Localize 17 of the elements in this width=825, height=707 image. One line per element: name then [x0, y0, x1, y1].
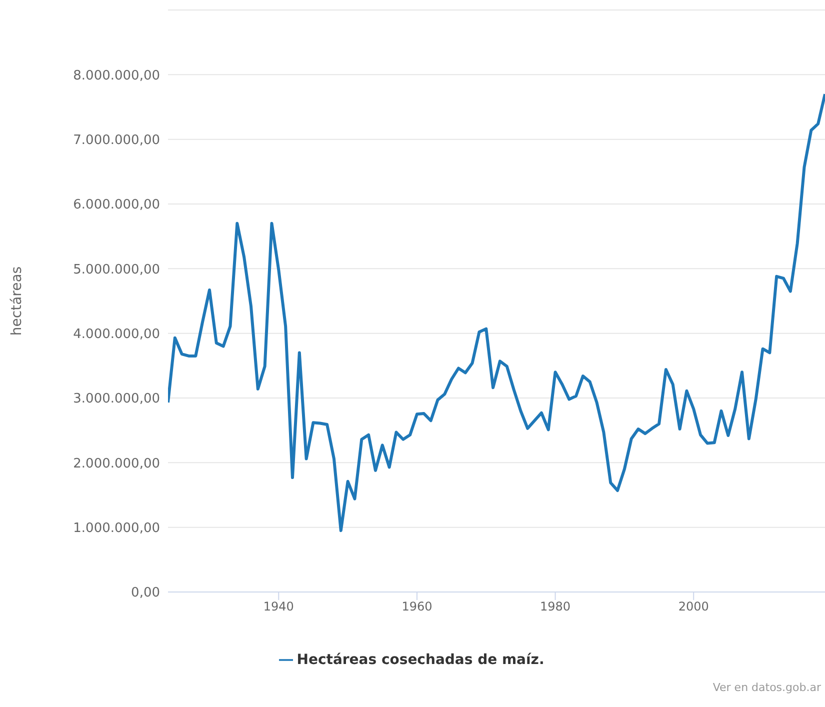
- x-tick-label: 1960: [402, 600, 432, 614]
- x-tick-label: 1940: [263, 600, 294, 614]
- legend-label: Hectáreas cosechadas de maíz.: [296, 652, 544, 668]
- y-axis-title: hectáreas: [8, 266, 25, 336]
- y-tick-label: 3.000.000,00: [73, 392, 160, 407]
- y-tick-label: 6.000.000,00: [73, 198, 160, 213]
- y-tick-label: 8.000.000,00: [73, 68, 160, 84]
- y-tick-label: 0,00: [131, 586, 160, 601]
- x-tick-label: 1980: [540, 600, 571, 614]
- line-series: [168, 92, 825, 532]
- x-tick-label: 2000: [678, 600, 709, 614]
- y-tick-label: 4.000.000,00: [73, 326, 160, 342]
- text: Ver en datos.gob.ar: [712, 681, 821, 694]
- y-tick-label: 2.000.000,00: [73, 456, 160, 472]
- y-tick-label: 7.000.000,00: [73, 132, 160, 148]
- y-tick-label: 1.000.000,00: [73, 520, 160, 536]
- y-tick-label: 5.000.000,00: [73, 262, 160, 278]
